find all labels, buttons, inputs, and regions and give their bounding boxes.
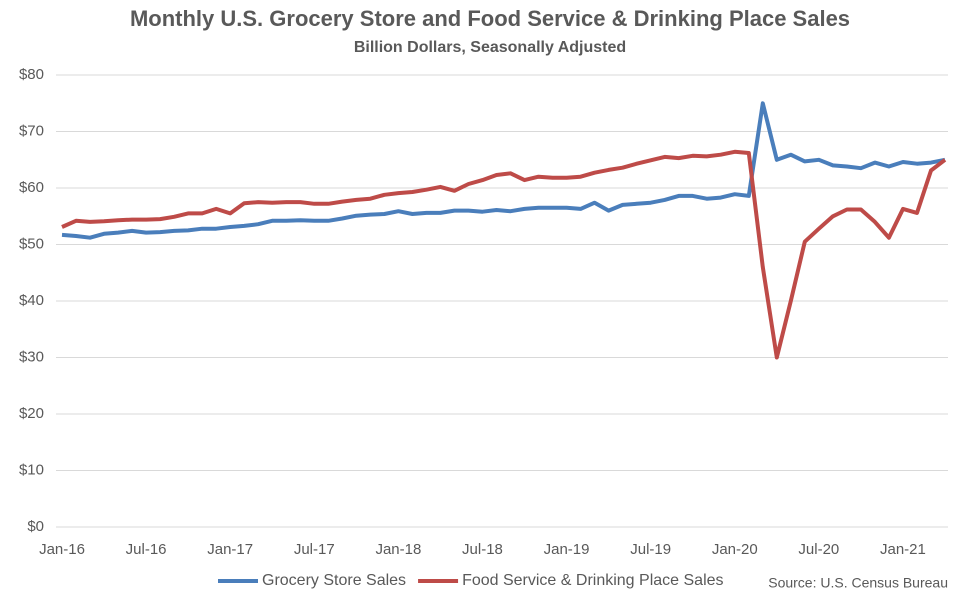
line-series: [61, 149, 947, 360]
y-tick-label: $10: [19, 461, 44, 478]
x-tick-label: Jan-16: [39, 541, 85, 558]
line-series: [61, 101, 946, 240]
x-tick-label: Jan-21: [880, 541, 926, 558]
x-tick-label: Jan-17: [207, 541, 253, 558]
x-tick-label: Jan-19: [544, 541, 590, 558]
source: Source: U.S. Census Bureau: [768, 575, 948, 591]
chart-subtitle: Billion Dollars, Seasonally Adjusted: [354, 39, 626, 56]
y-tick-label: $30: [19, 348, 44, 365]
y-tick-label: $20: [19, 405, 44, 422]
legend-label: Grocery Store Sales: [262, 572, 406, 589]
chart-title: Monthly U.S. Grocery Store and Food Serv…: [130, 6, 850, 31]
x-tick-label: Jul-17: [294, 541, 335, 558]
x-tick-label: Jul-19: [630, 541, 671, 558]
legend-label: Food Service & Drinking Place Sales: [462, 572, 723, 589]
y-tick-label: $60: [19, 179, 44, 196]
y-tick-label: $0: [27, 518, 44, 535]
y-tick-label: $40: [19, 292, 44, 309]
x-tick-label: Jul-18: [462, 541, 503, 558]
y-tick-label: $70: [19, 122, 44, 139]
x-tick-label: Jan-18: [375, 541, 421, 558]
x-tick-label: Jul-20: [798, 541, 839, 558]
x-tick-label: Jul-16: [126, 541, 167, 558]
y-tick-label: $80: [19, 66, 44, 83]
y-tick-label: $50: [19, 235, 44, 252]
x-tick-label: Jan-20: [712, 541, 758, 558]
